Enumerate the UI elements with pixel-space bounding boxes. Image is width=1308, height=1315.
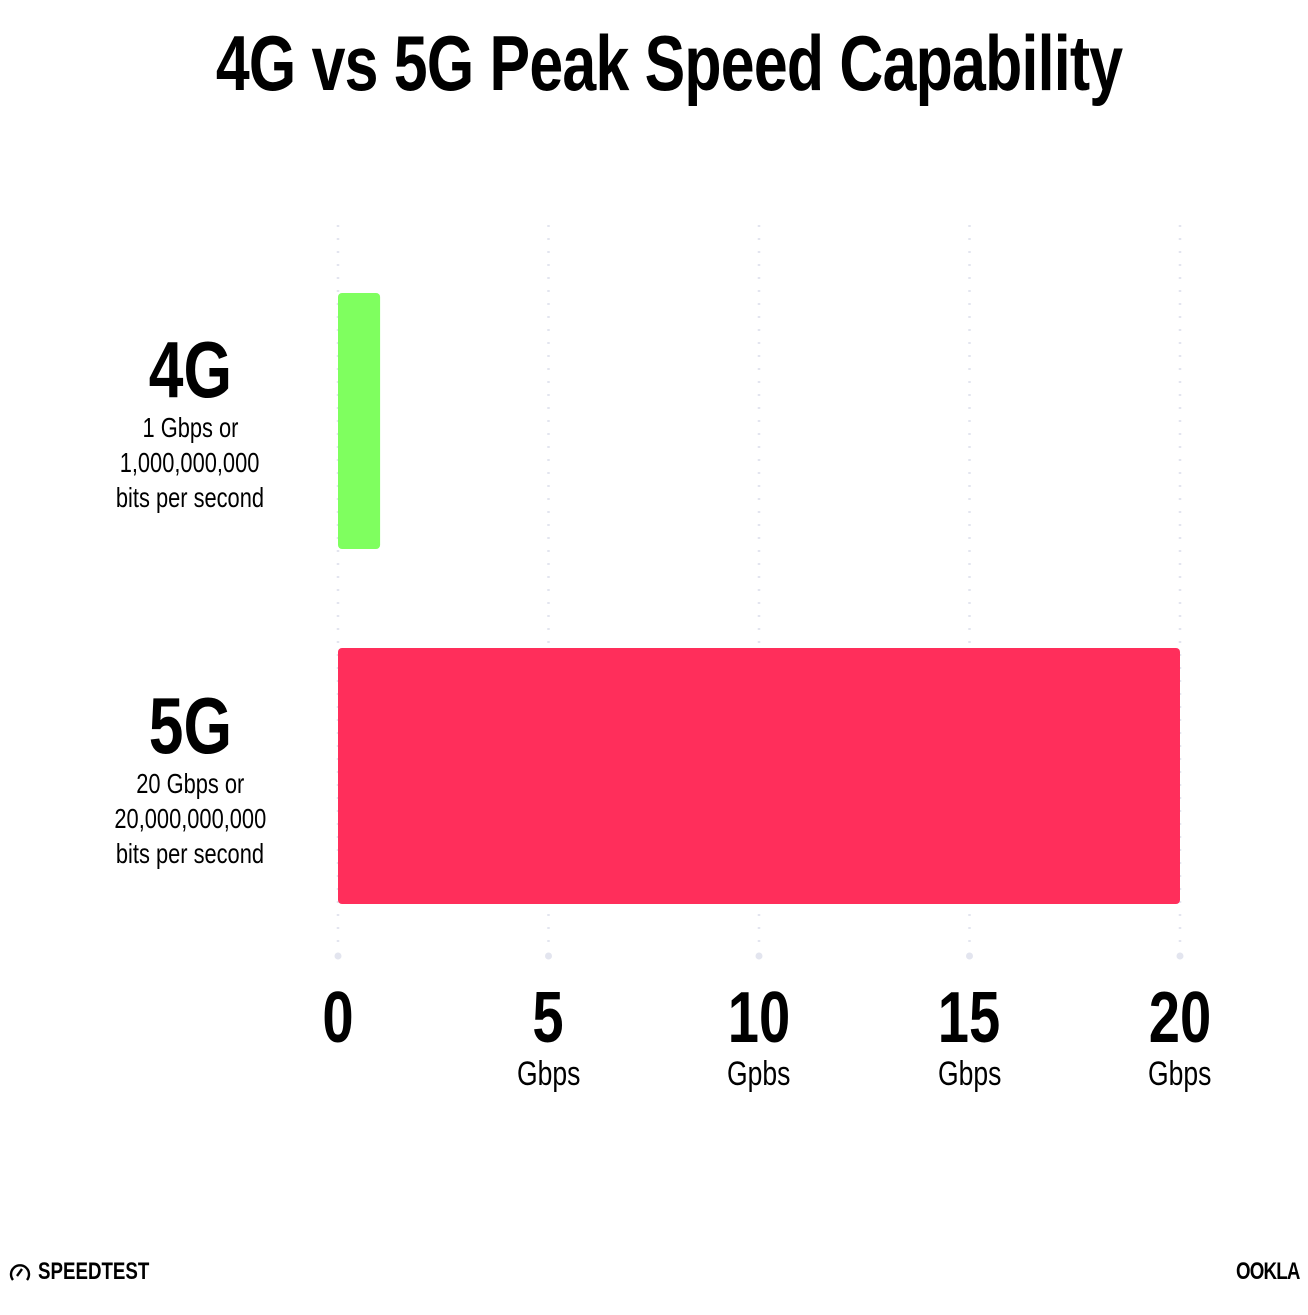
- chart-title: 4G vs 5G Peak Speed Capability: [215, 19, 1123, 107]
- tick-label-5: 5 Gbps: [469, 980, 629, 1092]
- tick-label-0: 0: [258, 980, 418, 1092]
- tick-dot-20: [1176, 952, 1184, 960]
- speedtest-logo: SPEEDTEST: [8, 1258, 181, 1286]
- tick-unit: Gpbs: [727, 1055, 791, 1093]
- bar-4g: [338, 293, 381, 549]
- tick-unit: Gbps: [1148, 1055, 1212, 1093]
- tick-value: 15: [938, 978, 1001, 1058]
- tick-dot-0: [334, 952, 342, 960]
- tick-label-15: 15 Gbps: [890, 980, 1050, 1092]
- tick-unit: Gbps: [937, 1055, 1002, 1093]
- tick-value: 20: [1148, 978, 1212, 1058]
- tick-label-20: 20 Gbps: [1100, 980, 1260, 1092]
- tick-dot-5: [545, 952, 552, 960]
- tick-label-10: 10 Gpbs: [679, 980, 839, 1092]
- bar-5g: [338, 648, 1180, 904]
- tick-dot-10: [755, 952, 763, 960]
- tick-value: 10: [727, 978, 791, 1058]
- category-label-5g: 5G 20 Gbps or 20,000,000,000 bits per se…: [114, 681, 266, 870]
- tick-dot-15: [966, 952, 973, 960]
- ookla-logo: OOKLA: [1236, 1258, 1300, 1285]
- gauge-icon: [9, 1264, 31, 1281]
- tick-value: 5: [532, 978, 565, 1058]
- tick-value: 0: [322, 978, 354, 1058]
- category-label-4g: 4G 1 Gbps or 1,000,000,000 bits per seco…: [115, 325, 265, 514]
- tick-unit: Gbps: [516, 1055, 581, 1093]
